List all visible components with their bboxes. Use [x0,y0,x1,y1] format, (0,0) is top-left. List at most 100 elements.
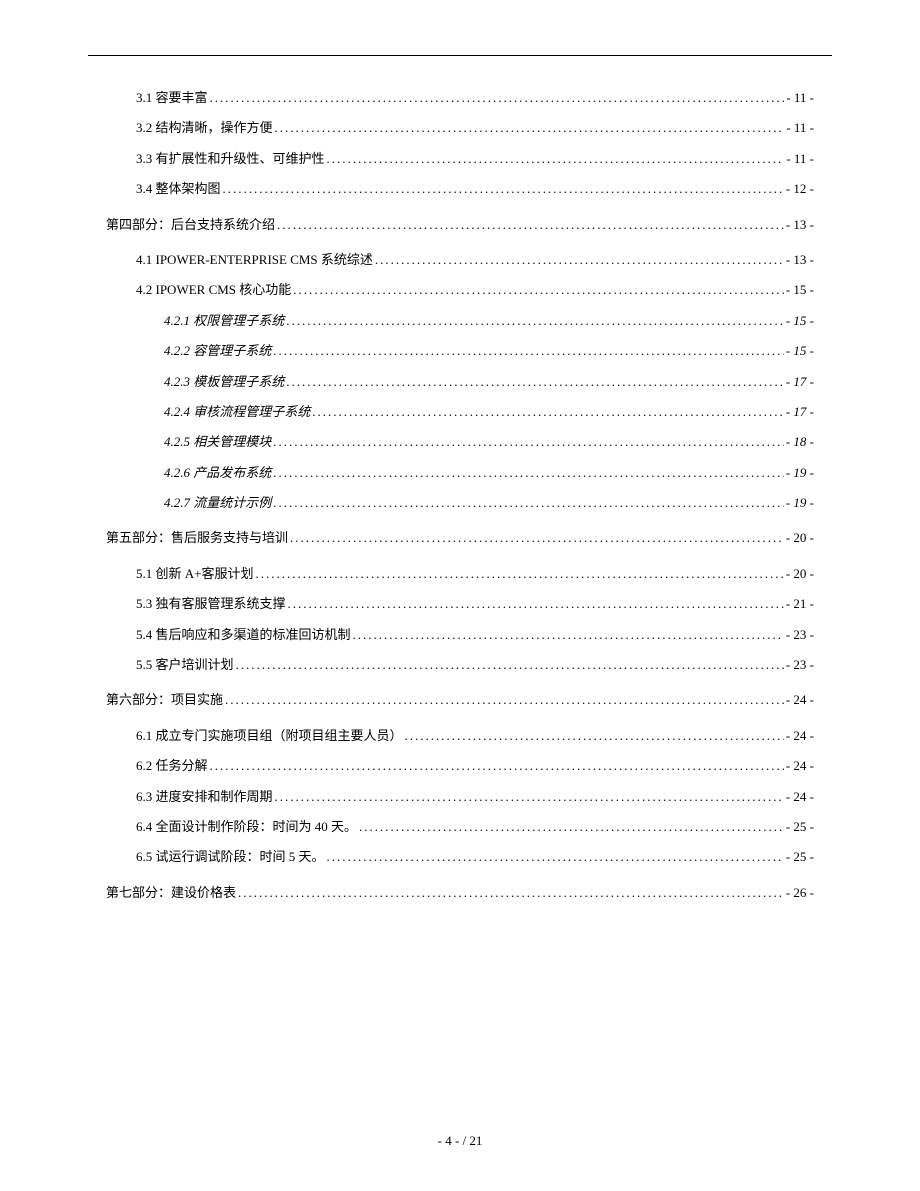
toc-leader: ........................................… [405,724,784,747]
toc-label: 5.5 客户培训计划 [136,653,236,676]
footer-text: - 4 - / 21 [438,1133,483,1148]
toc-leader: ........................................… [277,213,784,236]
toc-row: 5.4 售后响应和多渠道的标准回访机制 ....................… [106,623,814,646]
toc-label: 4.2.7 流量统计示例 [164,491,273,514]
toc-row: 3.1 容要丰富 ...............................… [106,86,814,109]
toc-content: 3.1 容要丰富 ...............................… [88,86,832,904]
toc-leader: ........................................… [210,86,785,109]
toc-leader: ........................................… [359,815,784,838]
toc-row: 5.1 创新 A+客服计划 ..........................… [106,562,814,585]
toc-leader: ........................................… [236,653,784,676]
toc-label: 4.2.6 产品发布系统 [164,461,273,484]
toc-label: 3.4 整体架构图 [136,177,223,200]
toc-leader: ........................................… [288,592,784,615]
toc-leader: ........................................… [223,177,784,200]
toc-page: - 23 - [784,653,814,676]
toc-leader: ........................................… [353,623,784,646]
toc-page: - 17 - [784,370,814,393]
toc-leader: ........................................… [238,881,784,904]
toc-page: - 15 - [784,339,814,362]
toc-row: 4.2.7 流量统计示例 ...........................… [106,491,814,514]
toc-leader: ........................................… [286,370,784,393]
toc-row: 6.1 成立专门实施项目组（附项目组主要人员） ................… [106,724,814,747]
toc-row: 6.3 进度安排和制作周期 ..........................… [106,785,814,808]
toc-leader: ........................................… [273,339,784,362]
toc-page: - 20 - [784,562,814,585]
toc-page: - 25 - [784,815,814,838]
page-container: 3.1 容要丰富 ...............................… [0,0,920,1191]
toc-page: - 25 - [784,845,814,868]
toc-label: 6.2 任务分解 [136,754,210,777]
toc-leader: ........................................… [273,461,784,484]
toc-label: 4.2.1 权限管理子系统 [164,309,286,332]
toc-page: - 13 - [784,213,814,236]
toc-row: 4.2.3 模板管理子系统 ..........................… [106,370,814,393]
toc-label: 3.2 结构清晰，操作方便 [136,116,275,139]
toc-page: - 24 - [784,724,814,747]
toc-label: 3.1 容要丰富 [136,86,210,109]
top-rule [88,55,832,56]
toc-row: 6.4 全面设计制作阶段：时间为 40 天。 .................… [106,815,814,838]
toc-page: - 23 - [784,623,814,646]
toc-label: 6.3 进度安排和制作周期 [136,785,275,808]
toc-label: 5.1 创新 A+客服计划 [136,562,255,585]
toc-row: 4.2.4 审核流程管理子系统 ........................… [106,400,814,423]
toc-leader: ........................................… [275,116,785,139]
toc-leader: ........................................… [225,688,784,711]
toc-page: - 15 - [784,309,814,332]
toc-row: 第六部分：项目实施 ..............................… [106,688,814,711]
toc-row: 第四部分：后台支持系统介绍 ..........................… [106,213,814,236]
toc-page: - 21 - [784,592,814,615]
toc-page: - 19 - [784,461,814,484]
toc-leader: ........................................… [255,562,783,585]
toc-row: 4.2.5 相关管理模块 ...........................… [106,430,814,453]
toc-label: 4.2.4 审核流程管理子系统 [164,400,312,423]
toc-label: 第五部分：售后服务支持与培训 [106,526,290,549]
toc-row: 5.5 客户培训计划 .............................… [106,653,814,676]
toc-leader: ........................................… [273,430,784,453]
toc-leader: ........................................… [275,785,784,808]
toc-row: 3.2 结构清晰，操作方便 ..........................… [106,116,814,139]
toc-page: - 15 - [784,278,814,301]
toc-row: 4.2.6 产品发布系统 ...........................… [106,461,814,484]
toc-leader: ........................................… [293,278,784,301]
toc-leader: ........................................… [327,845,784,868]
toc-label: 4.2.3 模板管理子系统 [164,370,286,393]
page-footer: - 4 - / 21 [0,1133,920,1149]
toc-leader: ........................................… [273,491,784,514]
toc-row: 5.3 独有客服管理系统支撑 .........................… [106,592,814,615]
toc-leader: ........................................… [375,248,784,271]
toc-page: - 20 - [784,526,814,549]
toc-row: 4.1 IPOWER-ENTERPRISE CMS 系统综述 .........… [106,248,814,271]
toc-row: 4.2 IPOWER CMS 核心功能 ....................… [106,278,814,301]
toc-page: - 24 - [784,785,814,808]
toc-leader: ........................................… [286,309,784,332]
toc-row: 4.2.1 权限管理子系统 ..........................… [106,309,814,332]
toc-leader: ........................................… [312,400,784,423]
toc-page: - 11 - [784,147,814,170]
toc-page: - 24 - [784,754,814,777]
toc-label: 5.3 独有客服管理系统支撑 [136,592,288,615]
toc-page: - 12 - [784,177,814,200]
toc-row: 3.4 整体架构图 ..............................… [106,177,814,200]
toc-label: 4.2.2 容管理子系统 [164,339,273,362]
toc-page: - 11 - [784,86,814,109]
toc-row: 第五部分：售后服务支持与培训 .........................… [106,526,814,549]
toc-leader: ........................................… [327,147,785,170]
toc-page: - 11 - [784,116,814,139]
toc-label: 第六部分：项目实施 [106,688,225,711]
toc-label: 第四部分：后台支持系统介绍 [106,213,277,236]
toc-leader: ........................................… [210,754,784,777]
toc-label: 第七部分：建设价格表 [106,881,238,904]
toc-label: 6.5 试运行调试阶段：时间 5 天。 [136,845,327,868]
toc-label: 6.4 全面设计制作阶段：时间为 40 天。 [136,815,359,838]
toc-label: 4.2 IPOWER CMS 核心功能 [136,278,293,301]
toc-page: - 19 - [784,491,814,514]
toc-page: - 26 - [784,881,814,904]
toc-page: - 13 - [784,248,814,271]
toc-page: - 17 - [784,400,814,423]
toc-label: 4.2.5 相关管理模块 [164,430,273,453]
toc-row: 6.5 试运行调试阶段：时间 5 天。 ....................… [106,845,814,868]
toc-page: - 18 - [784,430,814,453]
toc-row: 3.3 有扩展性和升级性、可维护性 ......................… [106,147,814,170]
